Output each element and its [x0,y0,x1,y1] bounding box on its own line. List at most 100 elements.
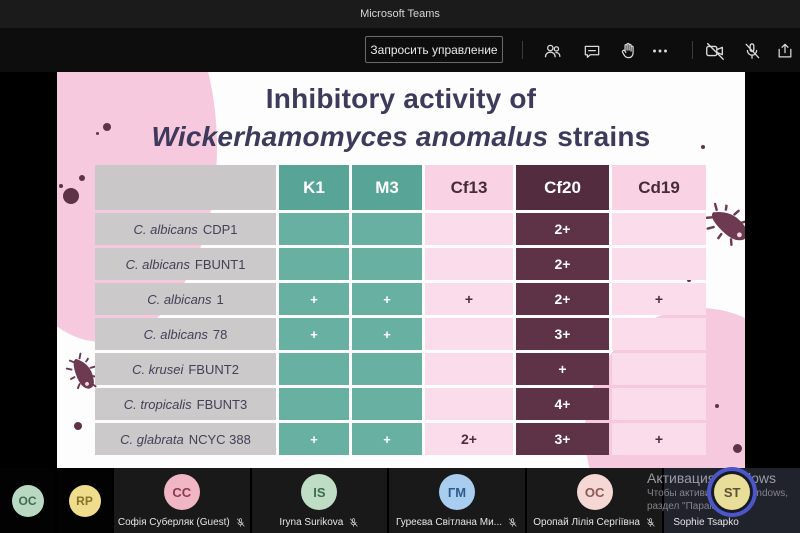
slide-title-line1: Inhibitory activity of [265,83,537,114]
species: C. krusei [132,361,184,377]
decor-dot [96,132,99,135]
row-label: C. albicans CDP1 [95,213,276,245]
decor-dot [701,145,705,149]
species: C. albicans [133,221,198,237]
camera-off-button[interactable] [703,39,727,63]
table-cell [425,318,513,350]
table-header-k1: K1 [279,165,349,210]
table-cell: 2+ [516,213,609,245]
more-options-button[interactable] [648,39,672,63]
table-cell [425,388,513,420]
participant-name: Оропай Лілія Сергіївна [533,517,640,528]
chat-button[interactable] [580,39,604,63]
results-table: K1 M3 Cf13 Cf20 Cd19 C. albicans CDP1 2+ … [95,165,706,455]
table-header-empty [95,165,276,210]
table-header-m3: M3 [352,165,422,210]
table-cell: 3+ [516,423,609,455]
row-label: C. krusei FBUNT2 [95,353,276,385]
decor-dot [687,278,691,282]
avatar: OC [11,484,44,517]
table-header-cd19: Cd19 [612,165,706,210]
species: C. albicans [143,326,208,342]
table-cell [279,353,349,385]
table-cell: + [612,283,706,315]
table-cell [279,213,349,245]
slide-title-line2-rest: strains [557,121,651,152]
row-label: C. glabrata NCYC 388 [95,423,276,455]
table-cell [612,213,706,245]
participant-name: Sophie Tsapko [673,517,739,528]
avatar: ГМ [438,474,475,510]
strain: FBUNT1 [194,256,246,272]
table-cell: + [279,423,349,455]
table-cell [279,248,349,280]
table-cell [612,388,706,420]
table-cell: + [425,283,513,315]
table-cell: 4+ [516,388,609,420]
mic-muted-icon [645,517,656,528]
raise-hand-icon [618,41,638,61]
table-cell: + [352,283,422,315]
table-cell: + [516,353,609,385]
request-control-button[interactable]: Запросить управление [365,36,503,63]
species: C. albicans [125,256,190,272]
species: C. glabrata [120,431,184,447]
table-cell: 2+ [516,248,609,280]
window-title: Microsoft Teams [360,8,440,20]
participant-tile-speaking[interactable]: ST Sophie Tsapko [664,468,800,533]
table-cell [612,318,706,350]
decor-dot [103,123,111,131]
mic-off-button[interactable] [740,39,764,63]
participants-button[interactable] [540,39,564,63]
decor-dot [59,184,63,188]
chat-icon [582,41,602,61]
participant-tile[interactable]: IS Iryna Surikova [251,468,388,533]
decor-dot [63,188,79,204]
shared-slide: Inhibitory activity of Wickerhamomyces a… [57,72,745,468]
row-label: C. albicans 1 [95,283,276,315]
decor-dot [79,175,85,181]
share-screen-icon [775,41,795,61]
participant-name: Гуреєва Світлана Ми... [395,517,502,528]
share-screen-button[interactable] [773,39,797,63]
participant-tile[interactable]: OC [0,468,55,533]
strain: NCYC 388 [188,431,251,447]
more-options-icon [649,40,671,62]
participant-tile[interactable]: CC Софія Суберляк (Guest) [114,468,250,533]
participant-name: Софія Суберляк (Guest) [117,517,230,528]
decor-dot [715,404,719,408]
raise-hand-button[interactable] [616,39,640,63]
strain: 78 [212,326,228,342]
table-cell [425,213,513,245]
row-label: C. albicans FBUNT1 [95,248,276,280]
participant-tile[interactable]: RP [57,468,112,533]
participant-tile[interactable]: ОС Оропай Лілія Сергіївна [526,468,663,533]
table-cell: 2+ [516,283,609,315]
participants-icon [542,41,563,62]
table-cell: + [279,318,349,350]
participants-strip: OC RP CC Софія Суберляк (Guest) IS Iryna… [0,468,800,533]
table-cell: + [279,283,349,315]
table-cell: + [612,423,706,455]
avatar: IS [301,474,338,510]
participant-tile[interactable]: ГМ Гуреєва Світлана Ми... [389,468,525,533]
strain: FBUNT3 [196,396,248,412]
mic-muted-icon [507,517,518,528]
strain: 1 [216,291,224,307]
table-cell [352,353,422,385]
slide-title-line2: Wickerhamomyces anomalus strains [57,118,745,156]
strain: FBUNT2 [188,361,239,377]
strain: CDP1 [202,221,238,237]
table-cell [279,388,349,420]
window-titlebar: Microsoft Teams [0,0,800,28]
mic-muted-icon [348,517,359,528]
table-cell [352,388,422,420]
mic-off-icon [742,41,762,61]
mic-muted-icon [235,517,246,528]
table-cell: + [352,423,422,455]
table-cell: 3+ [516,318,609,350]
table-cell [425,353,513,385]
meeting-toolbar: Запросить управление [0,28,800,72]
table-cell [612,353,706,385]
